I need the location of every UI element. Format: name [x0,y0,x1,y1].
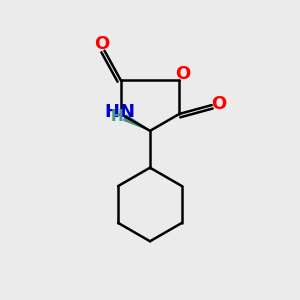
Text: O: O [175,64,190,82]
Text: N: N [120,103,135,122]
Text: H: H [110,109,123,124]
Text: O: O [212,94,227,112]
Polygon shape [124,115,150,130]
Text: O: O [94,35,110,53]
Text: H: H [104,103,119,122]
